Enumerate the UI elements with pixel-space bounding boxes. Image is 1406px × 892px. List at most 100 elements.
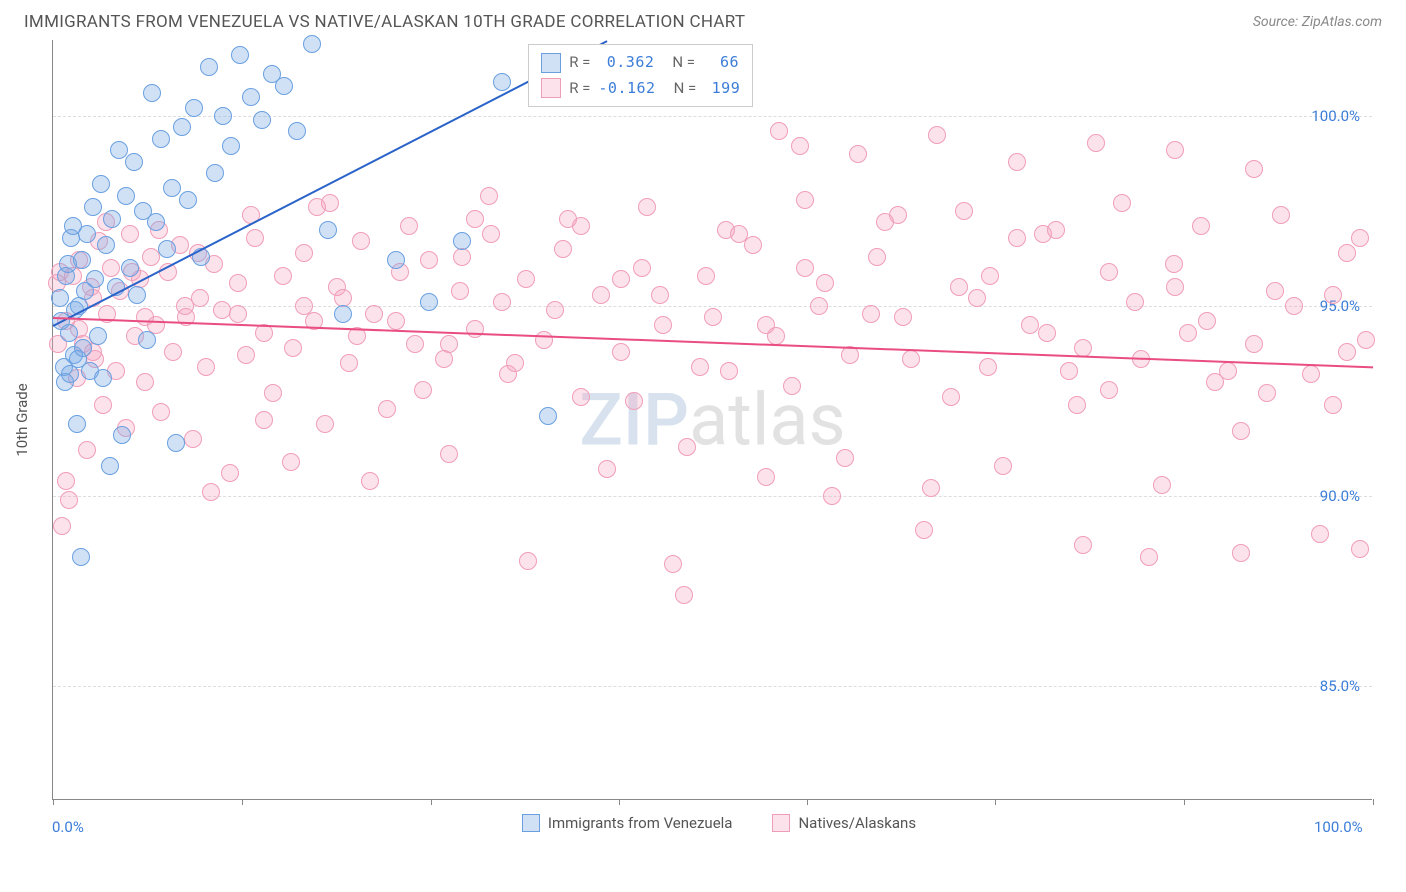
scatter-point [200, 58, 218, 76]
legend-swatch [541, 78, 561, 98]
scatter-point [1245, 160, 1263, 178]
scatter-point [539, 407, 557, 425]
scatter-point [1074, 339, 1092, 357]
scatter-point [179, 191, 197, 209]
scatter-point [295, 297, 313, 315]
scatter-point [928, 126, 946, 144]
scatter-point [633, 259, 651, 277]
scatter-point [136, 308, 154, 326]
scatter-point [121, 259, 139, 277]
scatter-point [51, 289, 69, 307]
scatter-point [197, 358, 215, 376]
scatter-point [414, 381, 432, 399]
scatter-point [1140, 548, 1158, 566]
scatter-point [113, 426, 131, 444]
scatter-point [316, 415, 334, 433]
scatter-point [889, 206, 907, 224]
scatter-point [1266, 282, 1284, 300]
y-tick-label: 100.0% [1311, 107, 1360, 125]
scatter-point [1166, 141, 1184, 159]
scatter-point [796, 259, 814, 277]
scatter-point [340, 354, 358, 372]
scatter-point [102, 259, 120, 277]
scatter-point [387, 312, 405, 330]
scatter-point [128, 286, 146, 304]
scatter-point [1351, 540, 1369, 558]
scatter-point [319, 221, 337, 239]
y-tick-label: 90.0% [1320, 487, 1360, 505]
scatter-point [303, 35, 321, 53]
stats-legend-row: R =-0.162N =199 [541, 76, 740, 102]
scatter-point [164, 343, 182, 361]
scatter-point [97, 236, 115, 254]
x-tick [431, 799, 432, 805]
scatter-point [94, 396, 112, 414]
scatter-point [981, 267, 999, 285]
scatter-point [284, 339, 302, 357]
scatter-point [942, 388, 960, 406]
scatter-point [73, 251, 91, 269]
scatter-point [720, 362, 738, 380]
scatter-point [117, 187, 135, 205]
scatter-point [554, 240, 572, 258]
scatter-point [1087, 134, 1105, 152]
scatter-point [1165, 255, 1183, 273]
scatter-point [89, 327, 107, 345]
scatter-point [176, 297, 194, 315]
scatter-point [902, 350, 920, 368]
scatter-point [1285, 297, 1303, 315]
scatter-point [1324, 286, 1342, 304]
scatter-point [480, 187, 498, 205]
scatter-point [1338, 244, 1356, 262]
scatter-point [678, 438, 696, 456]
scatter-point [796, 191, 814, 209]
scatter-point [453, 232, 471, 250]
y-tick-label: 85.0% [1320, 677, 1360, 695]
scatter-point [60, 324, 78, 342]
bottom-legend: Immigrants from VenezuelaNatives/Alaskan… [52, 814, 1386, 832]
scatter-point [1311, 525, 1329, 543]
scatter-point [598, 460, 616, 478]
scatter-point [237, 346, 255, 364]
scatter-point [535, 331, 553, 349]
scatter-point [400, 217, 418, 235]
x-tick [995, 799, 996, 805]
x-tick [53, 799, 54, 805]
scatter-point [1258, 384, 1276, 402]
scatter-point [121, 225, 139, 243]
scatter-point [546, 301, 564, 319]
scatter-point [506, 354, 524, 372]
scatter-point [185, 99, 203, 117]
scatter-point [295, 244, 313, 262]
scatter-point [1338, 343, 1356, 361]
scatter-point [612, 270, 630, 288]
scatter-point [420, 251, 438, 269]
scatter-point [202, 483, 220, 501]
scatter-point [1100, 381, 1118, 399]
scatter-point [152, 403, 170, 421]
stat-n-value: 199 [704, 76, 740, 102]
scatter-point [387, 251, 405, 269]
scatter-point [783, 377, 801, 395]
scatter-point [282, 453, 300, 471]
scatter-point [242, 88, 260, 106]
scatter-point [440, 445, 458, 463]
scatter-point [862, 305, 880, 323]
scatter-point [651, 286, 669, 304]
x-tick [242, 799, 243, 805]
scatter-point [493, 73, 511, 91]
scatter-point [229, 274, 247, 292]
scatter-point [849, 145, 867, 163]
stats-legend: R =0.362N =66R =-0.162N =199 [528, 44, 753, 107]
scatter-point [231, 46, 249, 64]
scatter-point [697, 267, 715, 285]
scatter-point [152, 130, 170, 148]
scatter-point [675, 586, 693, 604]
stat-n-label: N = [674, 76, 697, 102]
scatter-point [1166, 278, 1184, 296]
scatter-point [274, 267, 292, 285]
scatter-point [1232, 422, 1250, 440]
scatter-point [691, 358, 709, 376]
scatter-point [1060, 362, 1078, 380]
legend-swatch [541, 53, 561, 73]
